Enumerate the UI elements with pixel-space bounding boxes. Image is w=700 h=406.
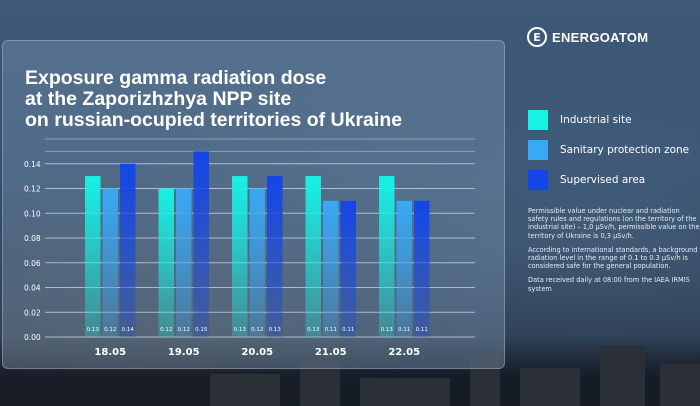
power-plant-silhouette — [0, 336, 700, 406]
data-label: 0.13 — [307, 327, 320, 333]
y-tick-label: 0.00 — [24, 333, 41, 342]
y-tick-label: 0.04 — [24, 284, 41, 293]
data-label: 0.12 — [251, 327, 263, 333]
data-label: 0.11 — [416, 327, 428, 333]
data-label: 0.12 — [104, 327, 116, 333]
legend-item-sanitary-protection-zone: Sanitary protection zone — [528, 139, 689, 161]
data-label: 0.12 — [160, 327, 172, 333]
data-label: 0.15 — [195, 327, 208, 333]
legend-item-industrial-site: Industrial site — [528, 109, 689, 131]
bar-industrial-site — [305, 176, 321, 337]
data-label: 0.13 — [381, 327, 394, 333]
y-tick-label: 0.12 — [24, 185, 41, 194]
bar-supervised-area — [120, 163, 136, 337]
bar-industrial-site — [379, 176, 395, 337]
data-label: 0.11 — [398, 327, 410, 333]
legend-swatch-sanitary-protection-zone — [528, 140, 548, 160]
bar-sanitary-protection-zone — [102, 188, 118, 337]
bar-sanitary-protection-zone — [249, 188, 265, 337]
note-permissible-value: Permissible value under nuclear and radi… — [528, 207, 700, 240]
bar-industrial-site — [158, 188, 174, 337]
x-tick-label: 20.05 — [241, 347, 273, 358]
y-tick-label: 0.10 — [24, 209, 41, 218]
note-international-standards: According to international standards, a … — [528, 245, 698, 271]
legend-item-supervised-area: Supervised area — [528, 169, 689, 191]
y-tick-label: 0.06 — [24, 259, 41, 268]
data-label: 0.13 — [234, 327, 247, 333]
data-label: 0.11 — [325, 327, 337, 333]
y-tick-label: 0.14 — [24, 160, 41, 169]
legend-label-supervised-area: Supervised area — [560, 174, 646, 186]
x-tick-label: 22.05 — [388, 347, 420, 358]
energoatom-logo: Е ENERGOATOM — [527, 27, 648, 47]
bar-industrial-site — [232, 176, 248, 337]
bar-sanitary-protection-zone — [176, 188, 192, 337]
data-label: 0.13 — [87, 327, 100, 333]
title-line-3: on russian-ocupied territories of Ukrain… — [25, 109, 403, 131]
energoatom-logo-icon: Е — [527, 27, 547, 47]
bar-sanitary-protection-zone — [323, 200, 339, 337]
data-label: 0.14 — [122, 327, 135, 333]
legend-swatch-industrial-site — [528, 110, 548, 130]
bar-supervised-area — [193, 151, 209, 337]
title-line-2: at the Zaporizhzhya NPP site — [25, 88, 292, 110]
bar-supervised-area — [340, 200, 356, 337]
legend-label-industrial-site: Industrial site — [560, 114, 632, 126]
data-label: 0.13 — [269, 327, 282, 333]
y-tick-label: 0.08 — [24, 234, 41, 243]
legend-label-sanitary-protection-zone: Sanitary protection zone — [560, 144, 690, 156]
bar-sanitary-protection-zone — [396, 200, 412, 337]
data-label: 0.11 — [342, 327, 354, 333]
notes-text: Permissible value under nuclear and radi… — [528, 207, 700, 299]
brand-name: ENERGOATOM — [552, 29, 649, 45]
chart-title: Exposure gamma radiation dose at the Zap… — [25, 68, 485, 131]
data-label: 0.12 — [178, 327, 190, 333]
bar-supervised-area — [267, 176, 283, 337]
bar-industrial-site — [85, 176, 101, 337]
y-tick-label: 0.02 — [24, 308, 41, 317]
note-data-source: Data received daily at 08:00 from the IA… — [528, 276, 690, 293]
bar-supervised-area — [414, 200, 430, 337]
x-tick-label: 21.05 — [315, 347, 347, 358]
x-tick-label: 18.05 — [94, 347, 126, 358]
chart-legend: Industrial site Sanitary protection zone… — [528, 109, 689, 199]
x-tick-label: 19.05 — [168, 347, 200, 358]
title-line-1: Exposure gamma radiation dose — [25, 67, 327, 89]
legend-swatch-supervised-area — [528, 170, 548, 190]
